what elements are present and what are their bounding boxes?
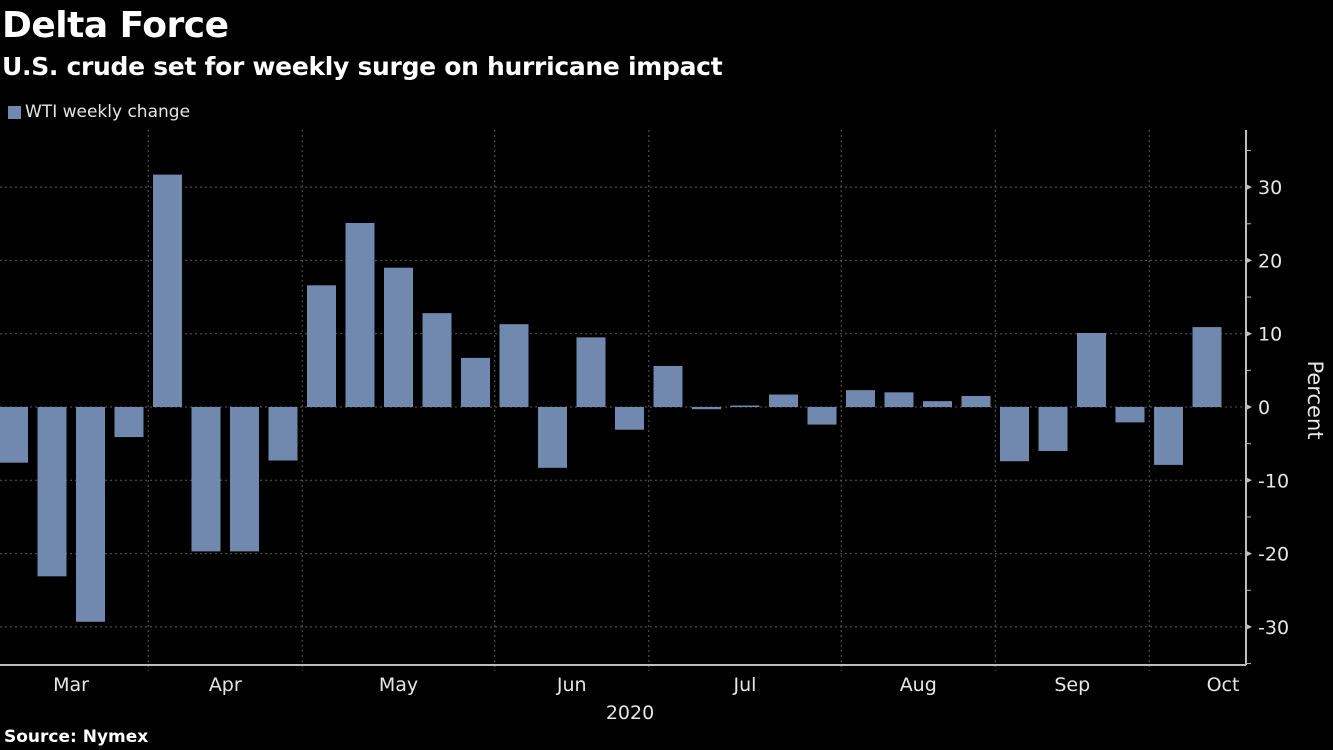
bar	[384, 267, 413, 407]
y-tick-label: 20	[1258, 250, 1282, 272]
bar	[499, 324, 529, 407]
legend-label: WTI weekly change	[25, 102, 191, 122]
y-tick-label: 30	[1258, 177, 1282, 199]
bar	[653, 365, 683, 407]
x-tick-label: Oct	[1207, 674, 1240, 696]
bar	[846, 390, 875, 407]
grid-layer	[0, 130, 1246, 671]
legend-swatch	[8, 105, 21, 119]
y-tick-mark	[1246, 404, 1252, 410]
bars-layer	[0, 174, 1222, 622]
bar	[961, 396, 991, 407]
bar	[923, 401, 952, 407]
bar	[461, 357, 490, 407]
bar	[615, 407, 644, 430]
bar	[76, 407, 105, 622]
bar	[1192, 327, 1222, 407]
x-tick-label: May	[379, 674, 418, 696]
bar	[307, 285, 336, 407]
y-axis-title: Percent	[1303, 360, 1327, 439]
bar	[769, 394, 798, 407]
bar	[1077, 332, 1106, 407]
bar	[884, 392, 914, 407]
x-tick-label: Apr	[209, 674, 242, 696]
bar	[37, 407, 67, 577]
x-tick-label: Jul	[733, 674, 757, 696]
bar	[153, 174, 182, 407]
y-tick-label: -10	[1258, 470, 1289, 492]
y-tick-mark	[1246, 330, 1252, 337]
bar	[114, 407, 144, 438]
x-tick-label: Sep	[1054, 674, 1090, 696]
x-axis-year-label: 2020	[606, 702, 654, 724]
x-tick-label: Mar	[53, 674, 89, 696]
chart-title: Delta Force	[2, 5, 229, 46]
bar	[692, 407, 721, 410]
bar	[230, 407, 259, 552]
y-tick-mark	[1246, 257, 1252, 264]
bar	[538, 407, 567, 468]
bar	[268, 407, 298, 461]
y-tick-mark	[1246, 477, 1252, 484]
axis-layer: 30 20 10 0 -10 -20 -30 Mar Apr May Jun Jul Aug Sep Oct	[0, 130, 1289, 696]
bar	[807, 407, 837, 425]
x-tick-label: Jun	[556, 674, 587, 696]
y-tick-label: -20	[1258, 544, 1289, 566]
y-tick-mark	[1246, 184, 1252, 191]
chart-subtitle: U.S. crude set for weekly surge on hurri…	[2, 52, 723, 81]
y-tick-label: 0	[1258, 397, 1270, 419]
source-note: Source: Nymex	[4, 727, 149, 747]
bar	[576, 337, 606, 407]
bar	[1000, 407, 1029, 462]
bar	[191, 407, 221, 552]
bar	[1038, 407, 1068, 451]
x-tick-label: Aug	[900, 674, 937, 696]
bar	[345, 223, 375, 407]
bar	[1115, 407, 1145, 423]
bar	[730, 405, 760, 407]
y-tick-mark	[1246, 550, 1252, 557]
y-tick-label: -30	[1258, 617, 1289, 639]
legend: WTI weekly change	[8, 100, 190, 124]
bar	[422, 313, 452, 407]
y-tick-label: 10	[1258, 324, 1282, 346]
bar	[0, 407, 28, 463]
bar	[1154, 407, 1183, 465]
y-tick-mark	[1246, 623, 1252, 630]
